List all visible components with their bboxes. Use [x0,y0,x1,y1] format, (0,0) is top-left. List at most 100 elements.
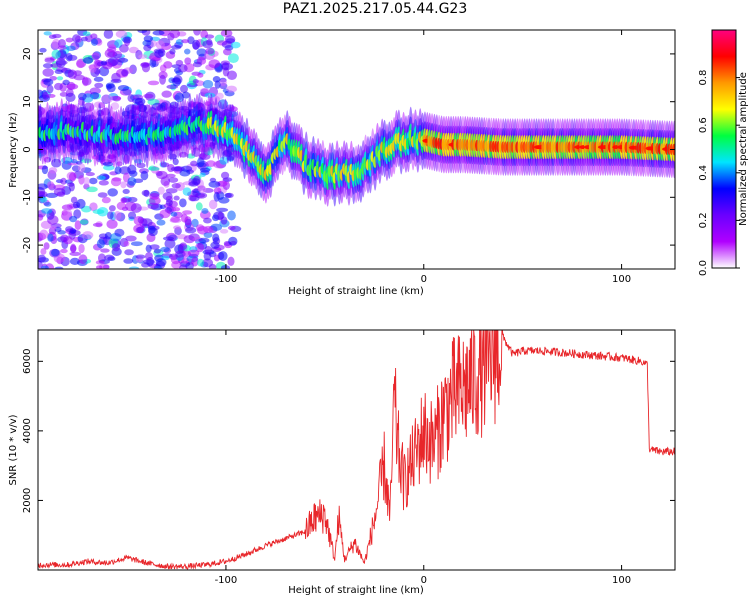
heatmap-cell [230,41,241,49]
heatmap-cell [95,260,105,265]
heatmap-cell [214,80,221,89]
heatmap-cell [208,181,221,188]
heatmap-cell [82,231,94,240]
heatmap-cell [43,242,50,250]
heatmap-cell [203,225,214,234]
heatmap-cell [93,101,103,109]
heatmap-cell [179,169,191,177]
heatmap-cell [157,186,165,195]
heatmap-cell [77,92,87,101]
heatmap-cell [40,265,50,269]
snr-xtick-label: -100 [215,575,238,586]
heatmap-cell [108,205,116,212]
heatmap-cell [111,72,121,83]
heatmap-cell [72,201,81,209]
heatmap-cell [100,248,110,253]
heatmap-cell [108,44,117,49]
spectrogram-ytick-label: -20 [22,237,33,253]
heatmap-cell [154,49,164,58]
heatmap-cell [98,180,109,186]
heatmap-cell [143,93,154,99]
heatmap-cell [164,238,176,249]
heatmap-cell [195,192,208,199]
heatmap-cell [65,53,73,62]
heatmap-cell [216,207,229,213]
heatmap-cell [107,211,114,220]
heatmap-cell [49,225,57,231]
heatmap-cell [47,233,54,242]
heatmap-cell [165,199,173,207]
heatmap-cell [69,251,82,256]
heatmap-cell [195,202,203,211]
heatmap-cell [114,228,125,237]
heatmap-cell [184,227,197,234]
heatmap-cell [123,258,134,264]
heatmap-cell [43,31,52,36]
colorbar-tick-label: 0.8 [698,70,709,86]
heatmap-cell [141,189,150,197]
heatmap-cell [39,47,47,53]
heatmap-cell [53,187,66,196]
heatmap-cell [171,183,181,189]
heatmap-cell [54,266,64,269]
heatmap-cell [119,44,129,53]
heatmap-cell [51,248,60,257]
spectrogram-xlabel: Height of straight line (km) [288,286,424,297]
heatmap-cell [70,243,77,254]
spectrogram-ytick-label: 20 [22,48,33,61]
snr-ytick-label: 2000 [22,488,33,513]
heatmap-cell [94,82,104,89]
heatmap-cell [101,94,113,104]
heatmap-cell [172,76,182,87]
heatmap-cell [100,60,108,66]
spectrogram-xtick-label: -100 [215,274,238,285]
heatmap-cell [210,241,220,249]
heatmap-cell [81,77,92,86]
heatmap-cell [191,178,201,185]
heatmap-cell [159,209,171,219]
heatmap-cell [221,61,230,71]
heatmap-cell [103,30,114,39]
heatmap-cell [182,210,193,215]
heatmap-cell [117,57,129,63]
heatmap-cell [41,165,49,175]
heatmap-cell [70,196,78,204]
heatmap-cell [127,94,135,103]
heatmap-cell [160,176,171,187]
heatmap-cell [165,188,178,194]
heatmap-cell [123,240,130,247]
heatmap-cell [115,30,128,38]
heatmap-cell [152,30,165,36]
heatmap-cell [127,164,137,175]
heatmap-cell [226,85,238,93]
heatmap-cell [60,234,69,242]
spectrogram-ylabel: Frequency (Hz) [8,112,19,188]
heatmap-cell [91,38,99,46]
heatmap-cell [42,63,53,69]
heatmap-cell [148,166,160,171]
heatmap-cell [203,232,213,238]
heatmap-cell [40,248,47,255]
heatmap-cell [89,202,98,212]
heatmap-cell [135,254,146,259]
heatmap-cell [43,201,52,207]
heatmap-cell [72,34,81,43]
heatmap-cell [127,211,137,220]
heatmap-cell [44,57,55,63]
heatmap-cell [219,78,227,87]
heatmap-cell [136,162,146,169]
heatmap-cell [114,166,122,175]
heatmap-cell [48,167,58,174]
heatmap-cell [208,59,221,69]
heatmap-cell [160,162,170,168]
heatmap-cell [227,210,236,221]
heatmap-cell [55,60,68,66]
heatmap-cell [181,91,190,99]
heatmap-cell [159,74,166,85]
heatmap-cell [92,209,105,215]
heatmap-cell [175,250,186,258]
heatmap-cell [225,38,235,43]
heatmap-cell [60,177,67,185]
heatmap-cell [116,201,126,211]
